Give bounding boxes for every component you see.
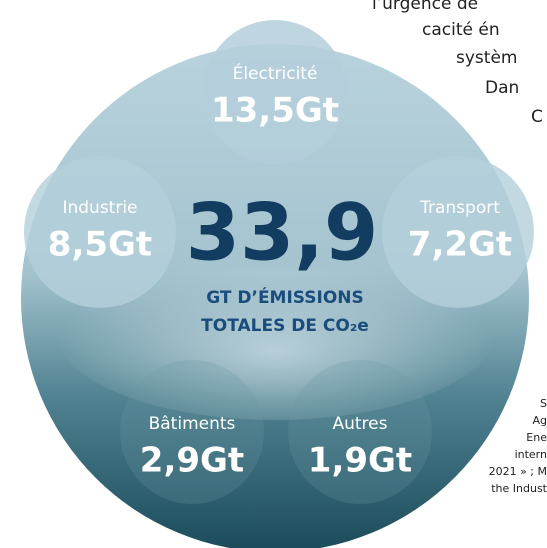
total-caption: TOTALES DE CO₂e	[201, 316, 369, 336]
total-caption: GT D’ÉMISSIONS	[206, 286, 364, 308]
body-text: C	[531, 107, 543, 127]
source-text: S	[540, 397, 547, 410]
bubble-value: 8,5Gt	[48, 225, 152, 265]
total-value: 33,9	[186, 188, 378, 278]
bubble-label: Autres	[332, 414, 387, 434]
bubble-value: 2,9Gt	[140, 441, 244, 481]
infographic: Électricité 13,5Gt Industrie 8,5Gt Trans…	[0, 0, 547, 548]
body-text: cacité én	[422, 20, 500, 40]
bubble-value: 13,5Gt	[211, 91, 339, 131]
bubble-label: Industrie	[62, 198, 137, 218]
bubble-value: 7,2Gt	[408, 225, 512, 265]
bubble-label: Bâtiments	[149, 414, 236, 434]
source-text: 2021 » ; M	[489, 465, 547, 478]
source-text: Ag	[532, 414, 547, 427]
body-text: systèm	[456, 48, 517, 68]
bubble-label: Électricité	[233, 62, 318, 84]
bubble-label: Transport	[419, 198, 500, 218]
source-text: the Indust	[491, 482, 547, 495]
source-text: intern	[515, 448, 547, 461]
bubble-value: 1,9Gt	[308, 441, 412, 481]
body-text: Dan	[485, 78, 519, 98]
source-text: Ene	[526, 431, 547, 444]
body-text: l’urgence de	[372, 0, 478, 14]
